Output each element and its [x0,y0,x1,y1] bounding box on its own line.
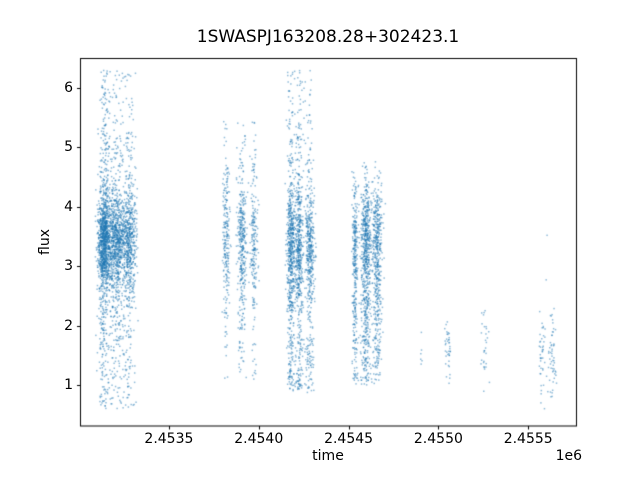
x-tick-label: 2.4540 [234,431,284,447]
y-tick-label: 4 [64,198,73,215]
y-tick-label: 5 [64,139,73,156]
x-tick-label: 2.4545 [324,431,374,447]
x-axis-label: time [312,448,344,464]
x-tick-label: 2.4535 [144,431,194,447]
y-tick-label: 6 [64,79,73,96]
y-tick-label: 3 [64,258,73,275]
y-tick-label: 1 [64,376,73,393]
x-tick-label: 2.4555 [503,431,553,447]
y-tick-label: 2 [64,317,73,334]
chart-title: 1SWASPJ163208.28+302423.1 [196,27,460,47]
x-tick-label: 2.4550 [413,431,463,447]
y-axis-label: flux [37,229,53,255]
x-axis-offset-label: 1e6 [555,448,582,464]
